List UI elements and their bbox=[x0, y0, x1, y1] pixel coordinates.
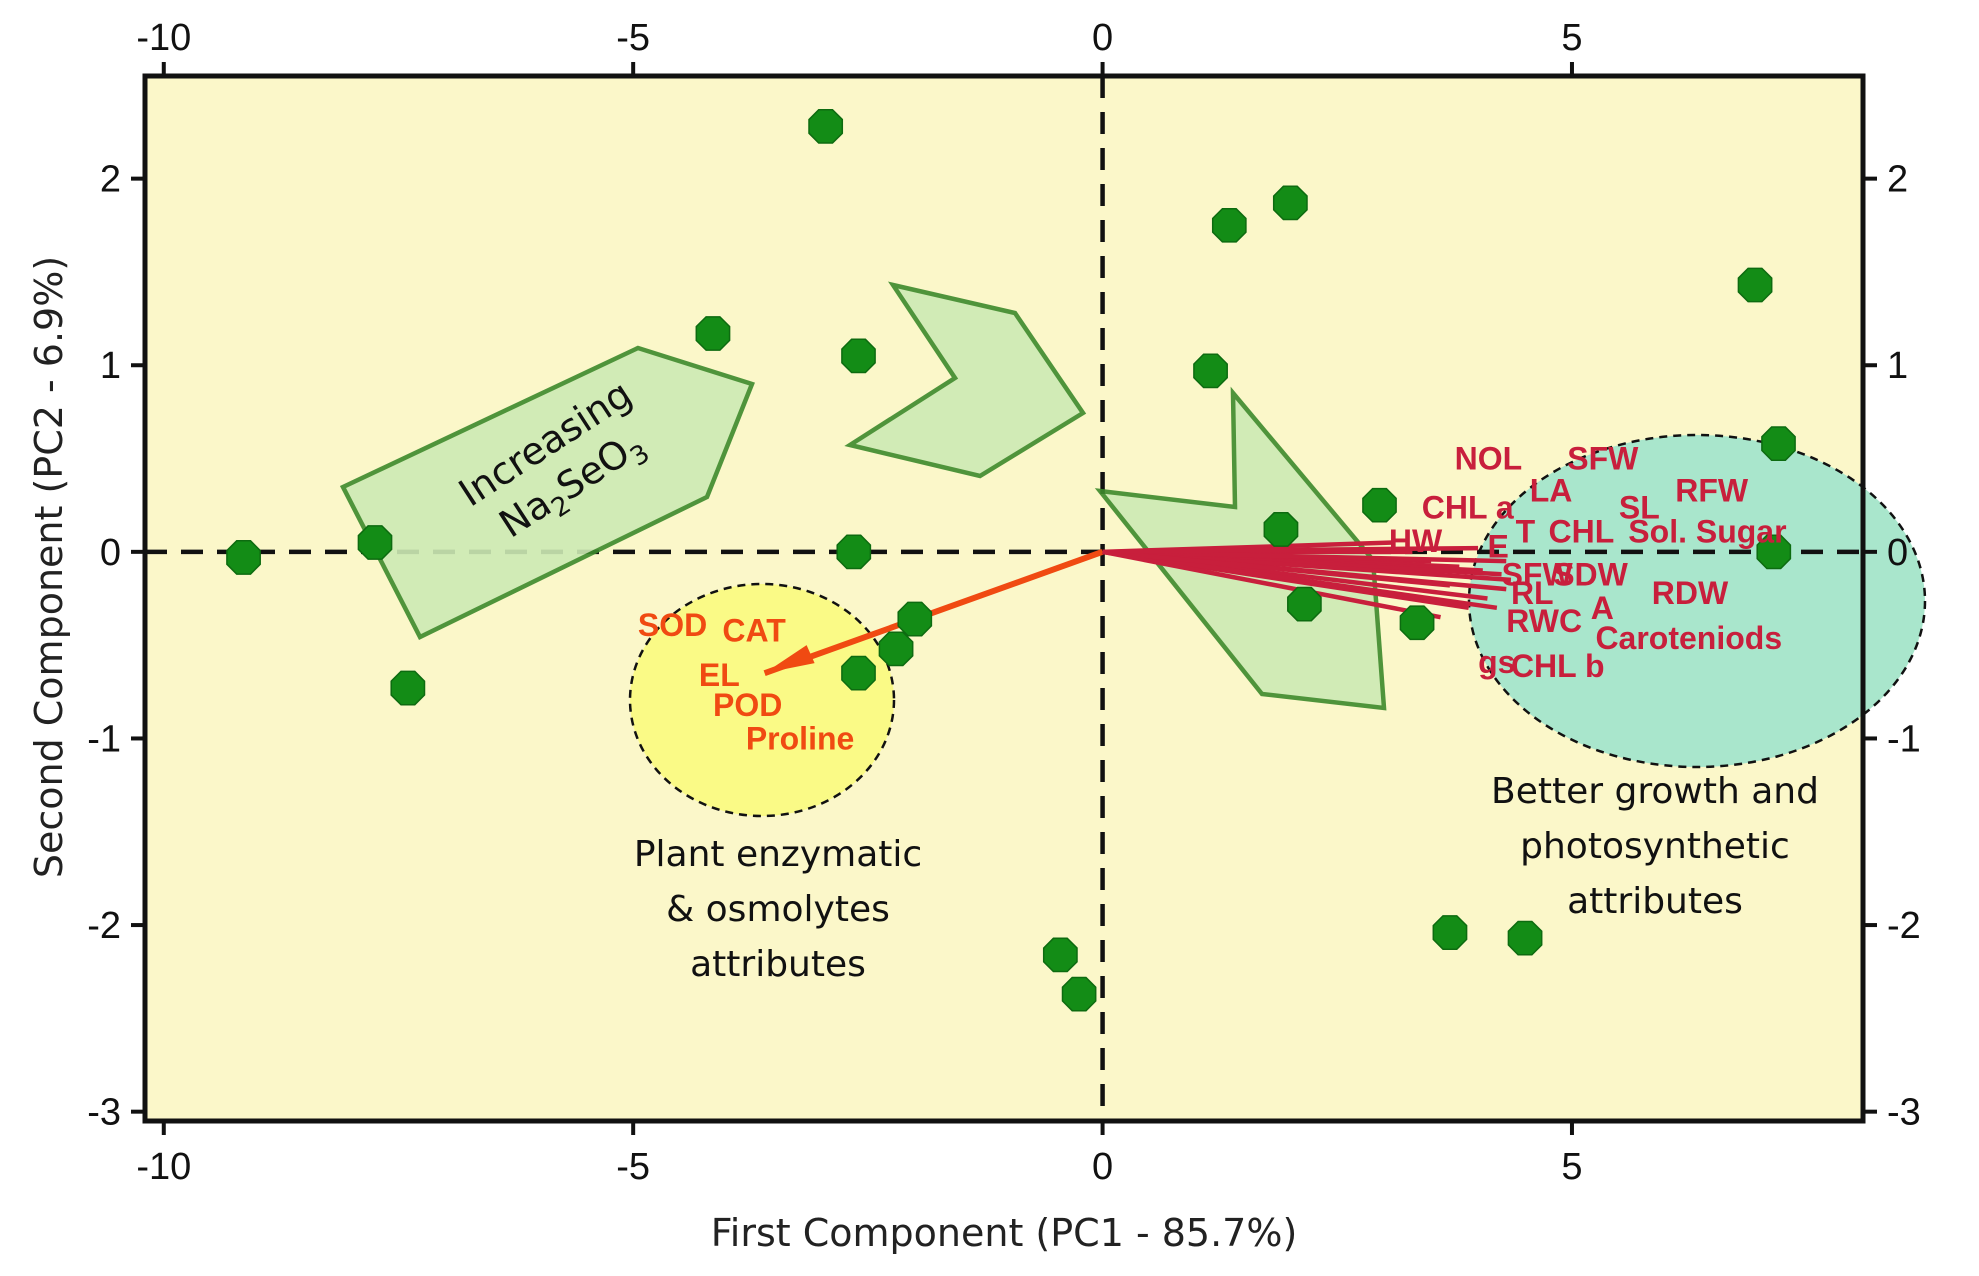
x-tick-label-bottom: 5 bbox=[1561, 1146, 1582, 1188]
score-point-11 bbox=[1061, 976, 1097, 1012]
y-tick-label-right: -1 bbox=[1887, 718, 1921, 760]
x-tick-label-bottom: -10 bbox=[136, 1146, 191, 1188]
y-tick-label-right: 2 bbox=[1887, 159, 1908, 201]
growth-label-la: LA bbox=[1530, 472, 1573, 508]
plot-frame bbox=[142, 73, 1866, 1124]
score-point-9 bbox=[841, 655, 876, 691]
x-tick-label-top: 0 bbox=[1092, 17, 1113, 59]
growth-label-gs: gs bbox=[1478, 644, 1515, 680]
growth-label-sfw: SFW bbox=[1502, 556, 1574, 592]
y-tick-label-right: -3 bbox=[1887, 1092, 1921, 1134]
y-tick-label-left: 2 bbox=[100, 159, 121, 201]
score-point-0 bbox=[226, 540, 261, 575]
growth-label-sl: SL bbox=[1619, 489, 1660, 525]
growth-loading-vector-14 bbox=[1102, 549, 1441, 620]
enzymatic-label-el: EL bbox=[699, 657, 740, 693]
enzymatic-label-pod: POD bbox=[713, 687, 782, 723]
enzymatic-loading-vector bbox=[763, 549, 1104, 676]
y-tick-label-right: 0 bbox=[1887, 532, 1908, 574]
growth-label-a: A bbox=[1591, 590, 1614, 626]
enzymatic-label-line-1: Plant enzymatic bbox=[634, 834, 922, 875]
score-point-15 bbox=[1263, 512, 1299, 547]
growth-label-sol-sugar: Sol. Sugar bbox=[1628, 514, 1786, 550]
growth-label-rwc: RWC bbox=[1506, 603, 1582, 639]
y-tick-label-left: -2 bbox=[87, 905, 121, 947]
score-point-1 bbox=[357, 525, 393, 560]
y-tick-label-left: -1 bbox=[87, 718, 121, 760]
score-point-21 bbox=[1737, 267, 1773, 303]
enzymatic-label-proline: Proline bbox=[746, 721, 854, 757]
score-point-18 bbox=[1399, 605, 1435, 641]
x-axis-title: First Component (PC1 - 85.7%) bbox=[711, 1211, 1298, 1255]
x-tick-label-bottom: 0 bbox=[1092, 1146, 1113, 1188]
growth-label-hw: HW bbox=[1389, 523, 1443, 559]
growth-label-t: T bbox=[1516, 514, 1536, 550]
enzymatic-label-cat: CAT bbox=[722, 612, 786, 648]
growth-label-caroteniods: Caroteniods bbox=[1595, 620, 1782, 656]
growth-label-line-3: attributes bbox=[1567, 881, 1743, 922]
score-point-12 bbox=[1193, 353, 1228, 389]
y-tick-label-right: -2 bbox=[1887, 905, 1921, 947]
growth-label-line-1: Better growth and bbox=[1491, 771, 1819, 812]
growth-label-rfw: RFW bbox=[1675, 472, 1749, 508]
enzymatic-label-sod: SOD bbox=[638, 607, 707, 643]
y-axis-title: Second Component (PC2 - 6.9%) bbox=[27, 256, 71, 878]
score-point-13 bbox=[1211, 207, 1247, 243]
x-tick-label-bottom: -5 bbox=[616, 1146, 650, 1188]
score-point-5 bbox=[841, 338, 876, 374]
group-ellipses bbox=[628, 433, 1927, 818]
enzymatic-label-line-2: & osmolytes bbox=[666, 889, 890, 930]
arrow-shape-large bbox=[339, 345, 755, 640]
enzymatic-ellipse bbox=[628, 582, 896, 818]
y-tick-label-left: -3 bbox=[87, 1092, 121, 1134]
growth-loading-vector-13 bbox=[1102, 545, 1479, 555]
growth-label-e: E bbox=[1487, 528, 1508, 564]
score-points bbox=[226, 109, 1796, 1012]
score-point-3 bbox=[695, 316, 731, 351]
score-point-4 bbox=[808, 109, 844, 144]
growth-label-chl-a: CHL a bbox=[1422, 489, 1514, 525]
growth-loading-vector-12 bbox=[1102, 549, 1451, 588]
enzymatic-label-line-3: attributes bbox=[690, 944, 866, 985]
growth-ellipse bbox=[1467, 433, 1927, 769]
x-tick-label-top: 5 bbox=[1561, 17, 1582, 59]
x-tick-label-top: -10 bbox=[136, 17, 191, 59]
growth-label-sfw: SFW bbox=[1567, 441, 1639, 477]
x-tick-label-top: -5 bbox=[616, 17, 650, 59]
growth-label-chl-b: CHL b bbox=[1511, 648, 1605, 684]
score-point-19 bbox=[1432, 915, 1468, 950]
score-point-14 bbox=[1272, 185, 1308, 221]
score-point-6 bbox=[836, 534, 872, 570]
score-point-2 bbox=[390, 670, 426, 706]
score-point-7 bbox=[897, 601, 933, 637]
growth-label-rdw: RDW bbox=[1652, 575, 1729, 611]
loading-vectors bbox=[763, 540, 1512, 676]
enzymatic-group-label: Plant enzymatic & osmolytes attributes bbox=[634, 834, 922, 985]
growth-label-nol: NOL bbox=[1455, 441, 1523, 477]
growth-label-line-2: photosynthetic bbox=[1520, 826, 1790, 867]
score-point-17 bbox=[1362, 487, 1397, 523]
y-tick-label-left: 1 bbox=[100, 345, 121, 387]
growth-label-rl: RL bbox=[1511, 575, 1554, 611]
score-point-20 bbox=[1507, 920, 1543, 956]
score-point-8 bbox=[878, 631, 914, 667]
enzymatic-arrowhead bbox=[764, 645, 815, 674]
y-tick-label-left: 0 bbox=[100, 532, 121, 574]
y-tick-label-right: 1 bbox=[1887, 345, 1908, 387]
growth-label-sdw: SDW bbox=[1553, 556, 1628, 592]
growth-group-label: Better growth and photosynthetic attribu… bbox=[1491, 771, 1819, 922]
score-point-22 bbox=[1761, 426, 1796, 461]
arrow-shape-chevron bbox=[844, 281, 1087, 479]
reference-lines bbox=[145, 76, 1863, 1121]
score-point-23 bbox=[1756, 534, 1792, 570]
score-point-10 bbox=[1042, 937, 1078, 973]
score-point-16 bbox=[1287, 586, 1322, 622]
growth-label-chl: CHL bbox=[1549, 514, 1615, 550]
growth-loading-vector-11 bbox=[1102, 549, 1498, 611]
